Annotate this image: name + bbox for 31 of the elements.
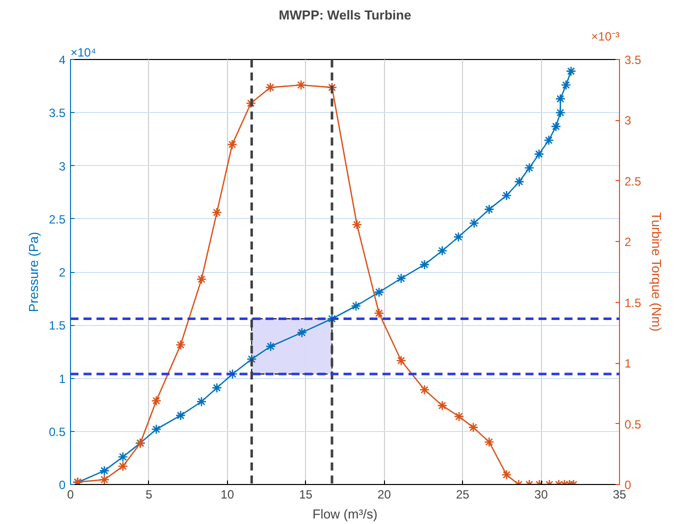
x-axis-title: Flow (m³/s) — [312, 506, 378, 522]
y2-tick-label: 1.5 — [624, 296, 642, 310]
y2-tick-label: 3.5 — [624, 53, 642, 67]
y2-tick-label: 2 — [624, 235, 632, 250]
text: ×10⁻³ — [591, 30, 620, 44]
annotation: ×10⁴ — [70, 46, 96, 60]
x-tick-label: 20 — [378, 488, 392, 502]
y-tick-label: 3.5 — [48, 106, 66, 120]
x-tick-label: 0 — [67, 488, 74, 502]
y2-tick-label: 0.5 — [624, 417, 642, 432]
y-tick-label: 0 — [58, 478, 66, 492]
x-tick-label: 5 — [146, 488, 153, 502]
x-tick-label: 10 — [220, 488, 234, 502]
chart-title: MWPP: Wells Turbine — [278, 8, 412, 22]
y-tick-label: 1.5 — [48, 318, 66, 333]
y-tick-label: 3 — [58, 159, 66, 174]
y2-tick-label: 2.5 — [624, 174, 642, 188]
x-tick-label: 35 — [612, 488, 626, 502]
y-tick-label: 2 — [58, 266, 66, 280]
x-tick-label: 30 — [534, 488, 548, 502]
y-tick-label: 2.5 — [48, 212, 66, 226]
y2-tick-label: 3 — [624, 114, 632, 128]
y-tick-label: 0.5 — [48, 424, 66, 439]
x-tick-label: 15 — [299, 488, 313, 502]
y-tick-label: 1 — [58, 372, 66, 386]
y2-tick-label: 0 — [624, 478, 632, 492]
y-tick-label: 4 — [58, 53, 66, 67]
y2-axis-title: Turbine Torque (Nm) — [649, 212, 664, 332]
y-axis-title: Pressure (Pa) — [26, 232, 41, 312]
y2-tick-label: 1 — [624, 356, 632, 371]
x-tick-label: 25 — [456, 488, 470, 502]
